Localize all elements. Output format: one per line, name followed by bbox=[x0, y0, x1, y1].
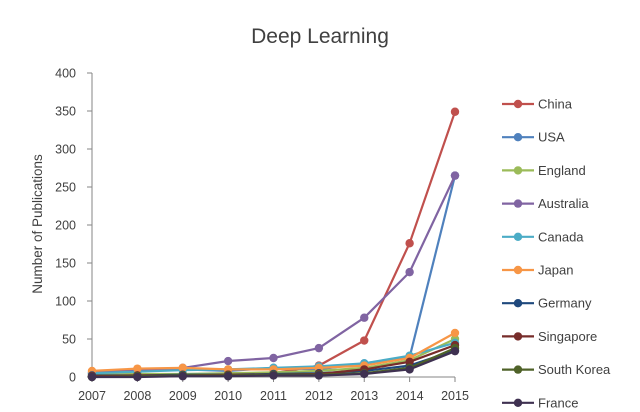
legend-item-usa: USA bbox=[502, 130, 565, 145]
legend-label: Singapore bbox=[538, 329, 597, 344]
series-france bbox=[87, 346, 460, 382]
legend-marker bbox=[513, 299, 523, 308]
plot-series bbox=[87, 107, 460, 382]
data-point-japan bbox=[450, 328, 460, 338]
legend-marker bbox=[513, 398, 523, 407]
data-point-australia bbox=[360, 313, 369, 322]
legend-item-canada: Canada bbox=[502, 229, 584, 244]
y-tick-label: 350 bbox=[55, 105, 76, 119]
legend-item-south-korea: South Korea bbox=[502, 362, 611, 377]
data-point-singapore bbox=[405, 357, 414, 366]
series-line-china bbox=[91, 111, 457, 377]
data-point-australia bbox=[269, 353, 278, 363]
y-tick-label: 400 bbox=[55, 67, 76, 81]
legend-marker bbox=[513, 199, 523, 208]
legend-marker bbox=[513, 133, 523, 142]
legend-label: Japan bbox=[538, 263, 573, 278]
x-tick-labels: 2007 2008 2009 2010 2011 2012 2013 2014 2015 bbox=[78, 389, 469, 403]
x-tick-label: 2012 bbox=[305, 389, 333, 403]
series-china bbox=[87, 107, 460, 380]
data-point-australia bbox=[450, 171, 460, 180]
legend-marker bbox=[513, 332, 523, 341]
data-point-france bbox=[87, 372, 97, 382]
data-point-france bbox=[405, 365, 414, 374]
data-point-china bbox=[360, 336, 369, 345]
series-usa bbox=[87, 171, 460, 378]
x-tick-label: 2011 bbox=[260, 389, 287, 403]
legend-marker bbox=[513, 365, 523, 374]
data-point-france bbox=[360, 369, 369, 379]
data-point-france bbox=[223, 372, 233, 381]
data-point-china bbox=[450, 107, 460, 116]
legend-label: China bbox=[538, 97, 573, 112]
y-tick-labels: 0 50 100 150 200 250 300 350 400 bbox=[55, 67, 76, 385]
series-australia bbox=[87, 171, 460, 377]
y-axis-title: Number of Publications bbox=[30, 154, 45, 294]
legend-marker bbox=[513, 232, 523, 241]
data-point-france bbox=[314, 371, 324, 380]
y-tick-label: 150 bbox=[55, 257, 76, 271]
legend-item-japan: Japan bbox=[502, 263, 573, 278]
axes bbox=[87, 72, 456, 382]
x-tick-label: 2007 bbox=[78, 389, 106, 403]
legend-marker bbox=[513, 166, 523, 175]
legend-marker bbox=[513, 99, 523, 109]
data-point-japan bbox=[178, 363, 187, 373]
legend-label: Germany bbox=[538, 296, 592, 311]
y-tick-label: 200 bbox=[55, 219, 76, 233]
legend-label: USA bbox=[538, 130, 565, 145]
data-point-france bbox=[133, 372, 142, 382]
y-tick-label: 300 bbox=[55, 143, 76, 157]
data-point-australia bbox=[405, 267, 414, 277]
x-tick-label: 2008 bbox=[123, 389, 151, 403]
legend-item-germany: Germany bbox=[502, 296, 592, 311]
legend-item-china: China bbox=[502, 97, 573, 112]
x-tick-label: 2013 bbox=[350, 389, 378, 403]
legend-label: France bbox=[538, 395, 578, 410]
x-tick-label: 2009 bbox=[169, 389, 197, 403]
legend-item-singapore: Singapore bbox=[502, 329, 597, 344]
data-point-china bbox=[405, 239, 414, 248]
y-tick-label: 0 bbox=[69, 371, 76, 385]
y-tick-label: 50 bbox=[62, 333, 76, 347]
legend-item-australia: Australia bbox=[502, 196, 589, 211]
data-point-france bbox=[178, 372, 187, 381]
data-point-australia bbox=[314, 343, 324, 353]
series-line-australia bbox=[91, 175, 456, 374]
data-point-australia bbox=[223, 356, 233, 366]
data-point-france bbox=[450, 346, 460, 356]
y-tick-label: 100 bbox=[55, 295, 76, 309]
data-point-japan bbox=[133, 364, 142, 373]
legend-item-england: England bbox=[502, 163, 586, 178]
legend-label: South Korea bbox=[538, 362, 611, 377]
x-tick-label: 2014 bbox=[396, 389, 424, 403]
x-tick-label: 2015 bbox=[441, 389, 469, 403]
legend-item-france: France bbox=[502, 395, 578, 410]
y-tick-label: 250 bbox=[55, 181, 76, 195]
x-tick-label: 2010 bbox=[214, 389, 242, 403]
series-line-usa bbox=[91, 175, 457, 375]
legend-label: England bbox=[538, 163, 586, 178]
legend-marker bbox=[513, 265, 523, 275]
legend-label: Canada bbox=[538, 229, 584, 244]
legend: China USA England Australia Canada Japan Germa… bbox=[502, 97, 611, 410]
legend-label: Australia bbox=[538, 196, 589, 211]
chart-title: Deep Learning bbox=[251, 25, 389, 48]
data-point-france bbox=[269, 371, 278, 380]
